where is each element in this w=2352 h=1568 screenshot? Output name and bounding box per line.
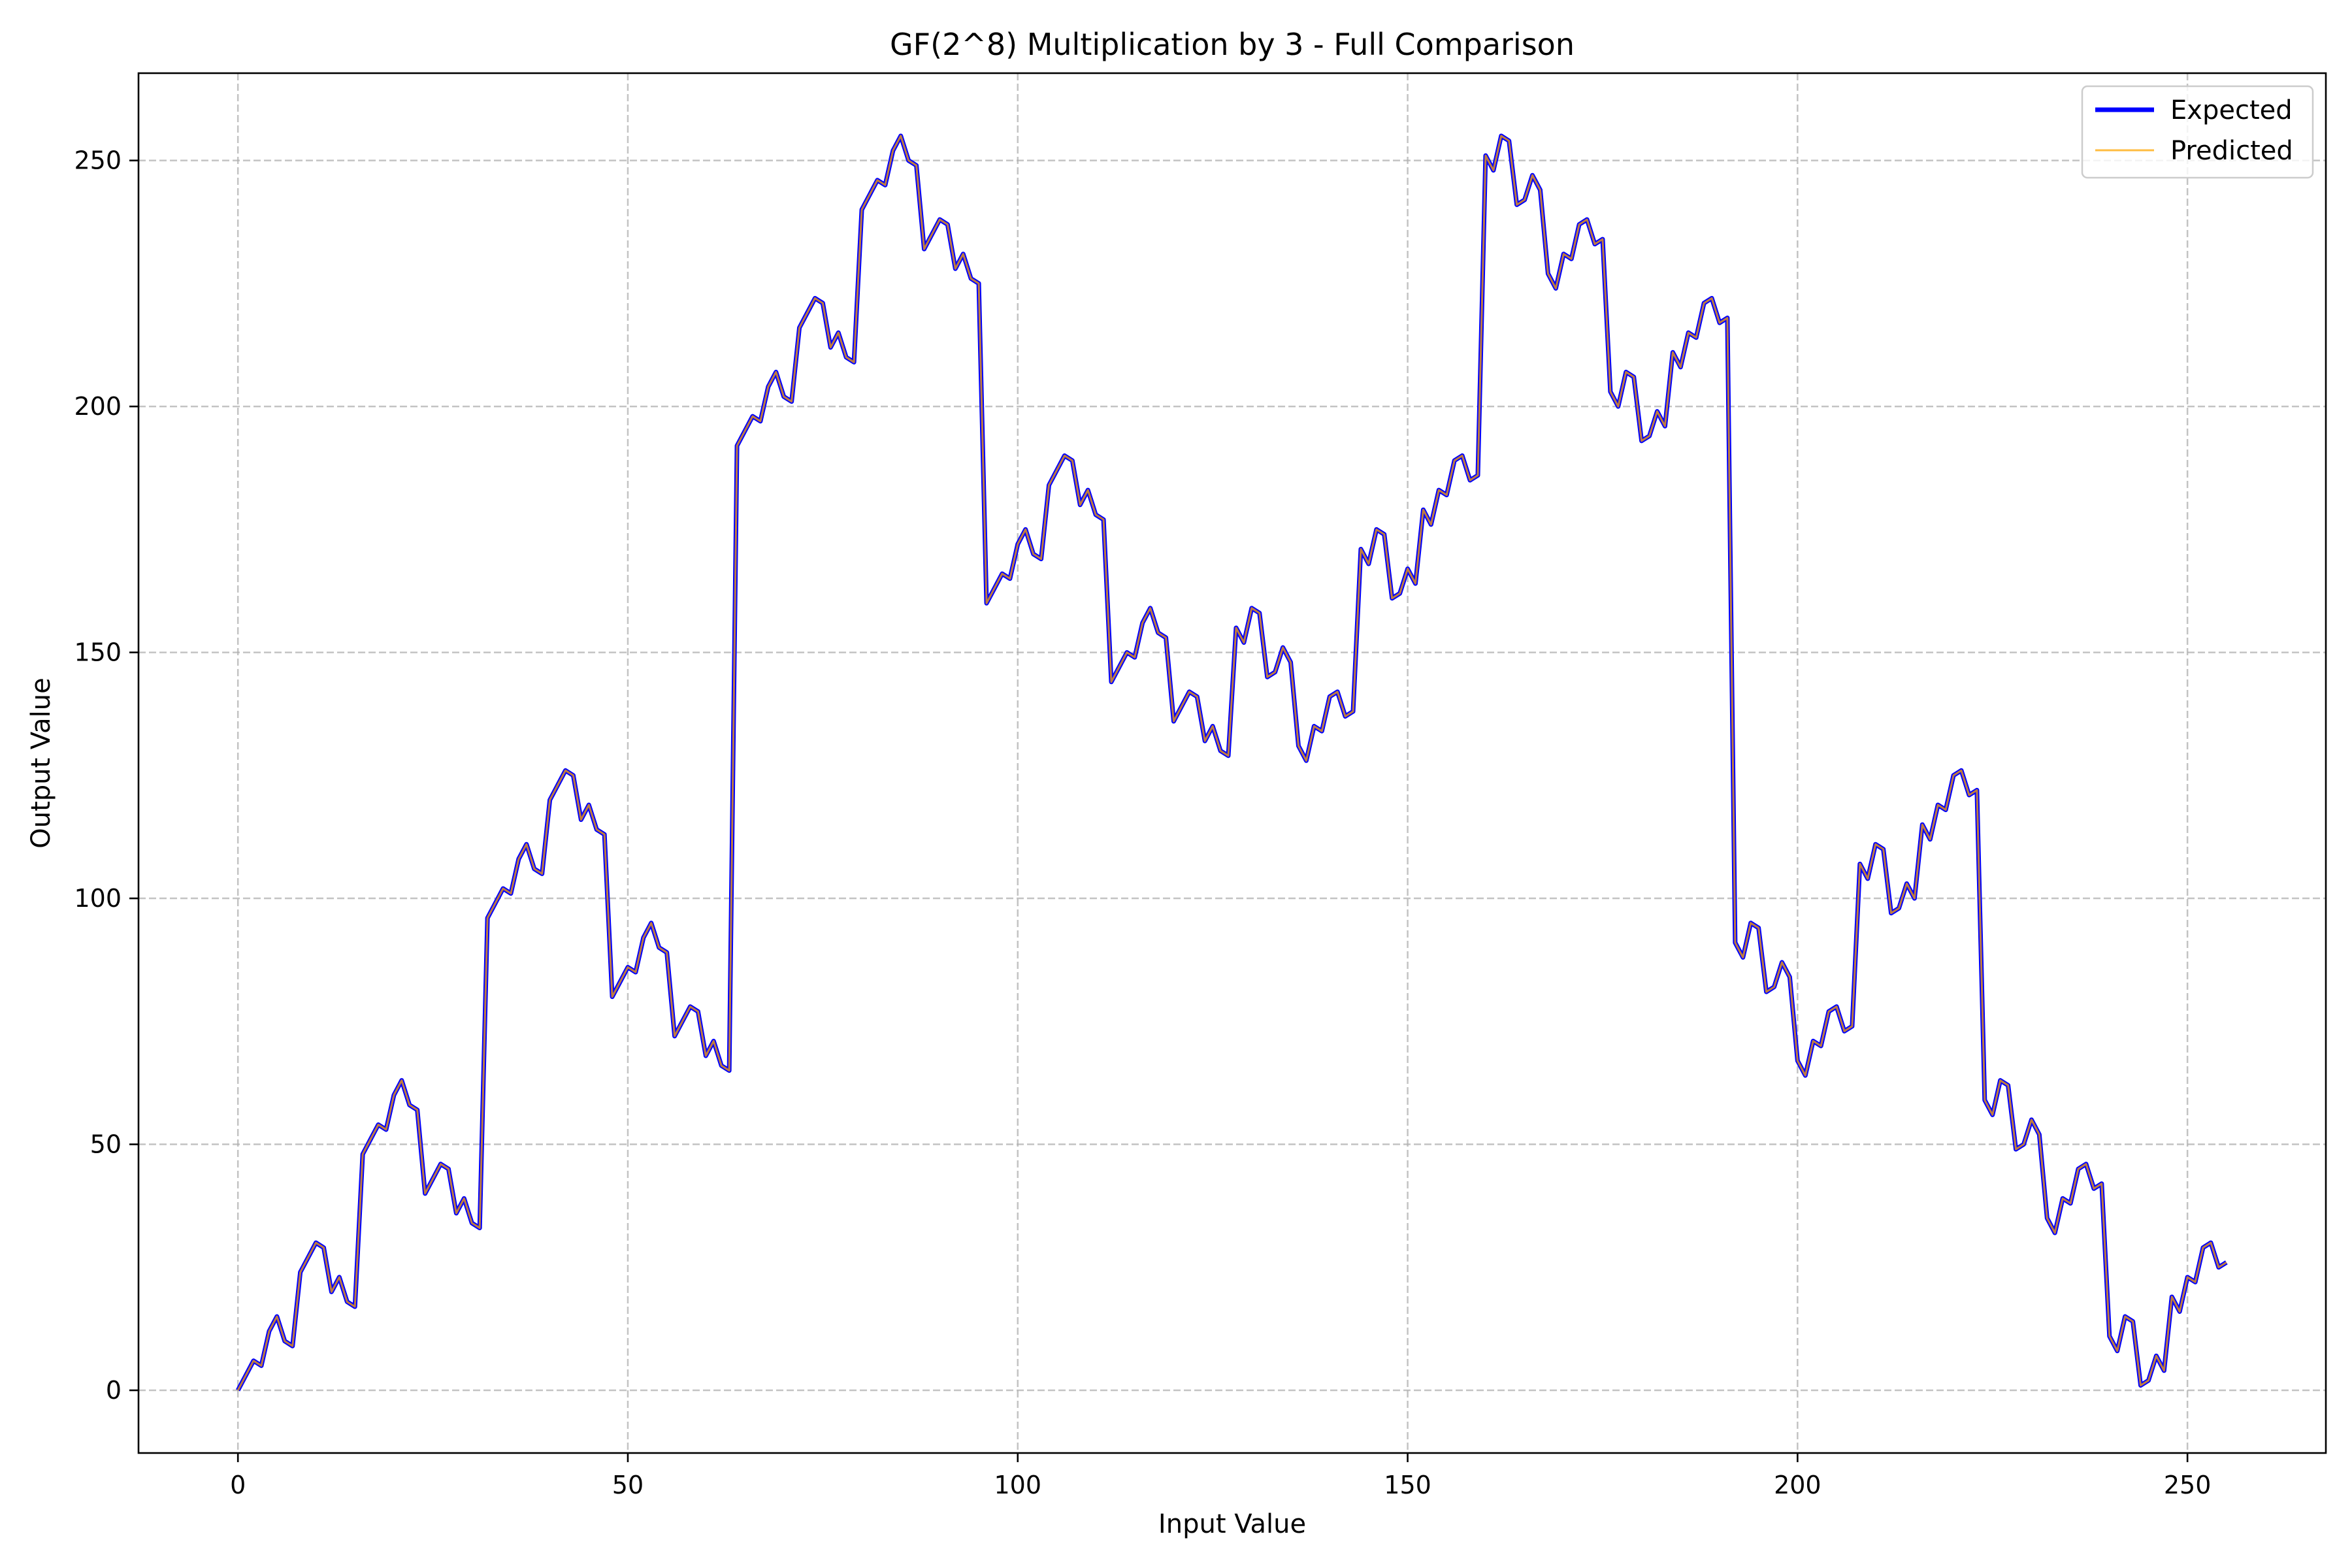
series-lines [236,133,2228,1392]
x-tick-label: 150 [1384,1471,1431,1499]
series-line-predicted [237,135,2227,1391]
y-tick-label: 0 [106,1376,122,1405]
plot-frame [137,72,2327,1454]
chart-title: GF(2^8) Multiplication by 3 - Full Compa… [890,27,1575,62]
y-tick-label: 50 [90,1130,122,1159]
legend-label-predicted: Predicted [2170,136,2293,166]
x-tick-label: 250 [2164,1471,2212,1499]
x-axis-label: Input Value [1158,1509,1306,1539]
y-axis-ticks: 0 50 100 150 200 250 [74,146,139,1405]
y-tick-label: 150 [74,638,122,667]
y-tick-label: 200 [74,392,122,421]
y-tick-label: 250 [74,146,122,175]
x-axis-ticks: 0 50 100 150 200 250 [230,1453,2211,1499]
legend: Expected Predicted [2081,85,2314,179]
grid-lines [139,73,2326,1453]
y-tick-label: 100 [74,884,122,913]
y-axis-label: Output Value [26,678,56,849]
legend-label-expected: Expected [2170,95,2293,125]
x-tick-label: 100 [994,1471,1041,1499]
x-tick-label: 200 [1774,1471,1821,1499]
x-tick-label: 0 [230,1471,246,1499]
x-tick-label: 50 [612,1471,644,1499]
